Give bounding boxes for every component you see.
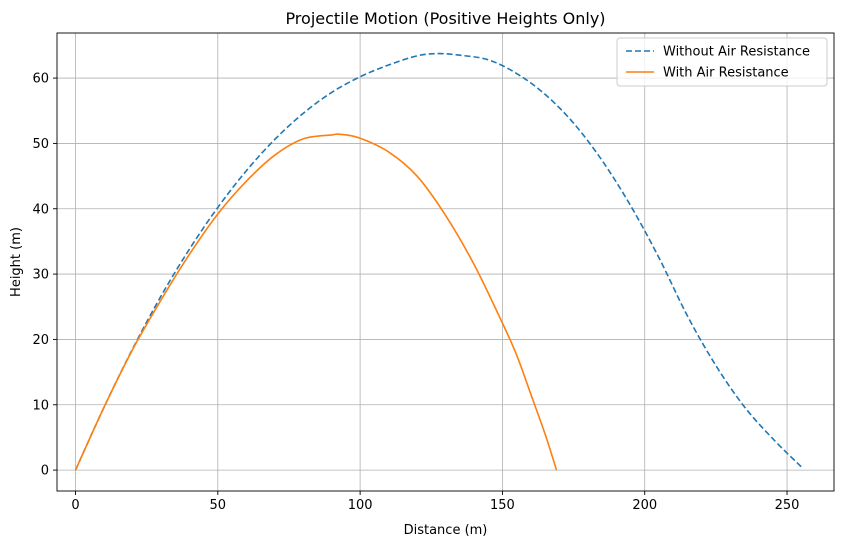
grid xyxy=(57,33,834,491)
series-layer xyxy=(74,52,802,471)
y-tick-label: 50 xyxy=(32,137,49,152)
series-line-0 xyxy=(74,52,802,471)
x-tick-label: 200 xyxy=(632,498,657,513)
x-tick-label: 150 xyxy=(490,498,515,513)
x-tick-label: 250 xyxy=(775,498,800,513)
legend-box xyxy=(616,37,828,87)
x-tick-label: 100 xyxy=(348,498,373,513)
x-tick-label: 0 xyxy=(71,498,79,513)
legend-label-1: With Air Resistance xyxy=(663,66,789,81)
x-axis-label: Distance (m) xyxy=(404,523,488,538)
y-tick-label: 40 xyxy=(32,202,49,217)
y-tick-label: 30 xyxy=(32,268,49,283)
y-tick-label: 60 xyxy=(32,72,49,87)
series-line-1 xyxy=(74,133,558,471)
legend-label-0: Without Air Resistance xyxy=(663,45,810,60)
y-tick-label: 0 xyxy=(41,464,49,479)
y-tick-label: 10 xyxy=(32,398,49,413)
chart-title: Projectile Motion (Positive Heights Only… xyxy=(285,9,605,28)
y-tick-label: 20 xyxy=(32,333,49,348)
plot-frame xyxy=(56,32,835,492)
x-tick-label: 50 xyxy=(210,498,227,513)
legend: Without Air Resistance With Air Resistanc… xyxy=(616,37,828,87)
axis-ticks: 0 50 100 150 200 250 0 10 20 30 40 50 60 xyxy=(32,72,799,513)
y-axis-label: Height (m) xyxy=(9,227,24,297)
